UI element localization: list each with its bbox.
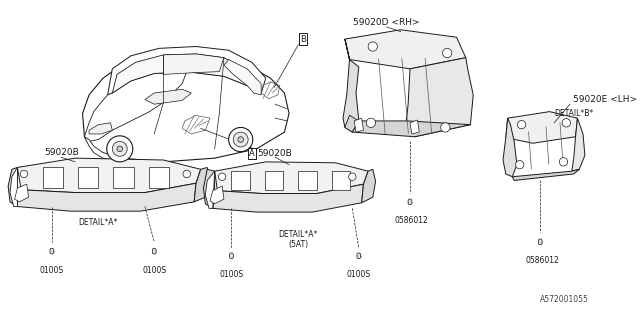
Circle shape [238,137,243,142]
Polygon shape [89,123,112,134]
Polygon shape [354,118,364,132]
Polygon shape [204,169,214,208]
Circle shape [562,119,570,127]
Circle shape [183,170,191,178]
Polygon shape [408,199,412,205]
Polygon shape [538,239,542,245]
Circle shape [441,123,450,132]
Polygon shape [145,89,191,104]
Text: 0586012: 0586012 [525,256,559,265]
Text: 59020D <RH>: 59020D <RH> [353,18,420,27]
Circle shape [366,118,376,127]
Bar [78,167,99,188]
Text: 0100S: 0100S [220,270,243,279]
Bar [232,171,250,190]
Polygon shape [357,253,361,259]
Polygon shape [512,169,579,180]
Bar [265,171,284,190]
Circle shape [20,170,28,178]
Polygon shape [194,167,210,202]
Text: DETAIL*B*: DETAIL*B* [554,109,593,118]
Polygon shape [210,186,224,204]
Text: 59020E <LH>: 59020E <LH> [573,95,637,104]
Polygon shape [572,118,585,171]
Polygon shape [345,115,359,132]
Circle shape [368,42,378,51]
Polygon shape [205,171,214,208]
Polygon shape [362,169,376,203]
Circle shape [107,136,132,162]
Bar [42,167,63,188]
Text: (5AT): (5AT) [288,240,308,249]
Circle shape [517,120,526,129]
Circle shape [117,146,122,152]
Polygon shape [15,184,29,202]
Circle shape [442,48,452,58]
Text: A: A [249,149,255,158]
Polygon shape [503,118,517,177]
Polygon shape [352,121,470,137]
Polygon shape [10,167,17,206]
Text: DETAIL*A*: DETAIL*A* [79,218,118,227]
Bar [332,171,351,190]
Circle shape [516,160,524,169]
Polygon shape [214,162,368,194]
Circle shape [112,141,127,156]
Text: 59020B: 59020B [44,148,79,157]
Polygon shape [410,120,419,134]
Text: 0100S: 0100S [142,266,166,275]
Polygon shape [50,248,54,254]
Polygon shape [84,137,122,162]
Polygon shape [163,54,224,75]
Circle shape [233,132,248,147]
Text: 0586012: 0586012 [395,216,429,225]
Polygon shape [84,72,187,141]
Bar [113,167,134,188]
Polygon shape [112,54,252,93]
Text: B: B [300,35,306,44]
Circle shape [228,127,253,152]
Bar [148,167,169,188]
Polygon shape [17,158,201,193]
Polygon shape [405,58,473,137]
Text: 0100S: 0100S [40,266,64,275]
Text: 59020B: 59020B [258,149,292,158]
Polygon shape [506,112,577,143]
Text: 0100S: 0100S [347,270,371,279]
Circle shape [559,158,568,166]
Circle shape [218,173,226,180]
Polygon shape [83,56,289,162]
Text: DETAIL*A*: DETAIL*A* [278,230,318,239]
Circle shape [349,173,356,180]
Polygon shape [345,30,466,69]
Bar [298,171,317,190]
Polygon shape [152,248,156,254]
Polygon shape [108,46,266,95]
Polygon shape [343,39,359,132]
Polygon shape [230,253,233,259]
Text: A572001055: A572001055 [540,295,589,304]
Polygon shape [8,167,17,206]
Polygon shape [17,183,196,211]
Polygon shape [224,60,261,95]
Polygon shape [212,184,364,212]
